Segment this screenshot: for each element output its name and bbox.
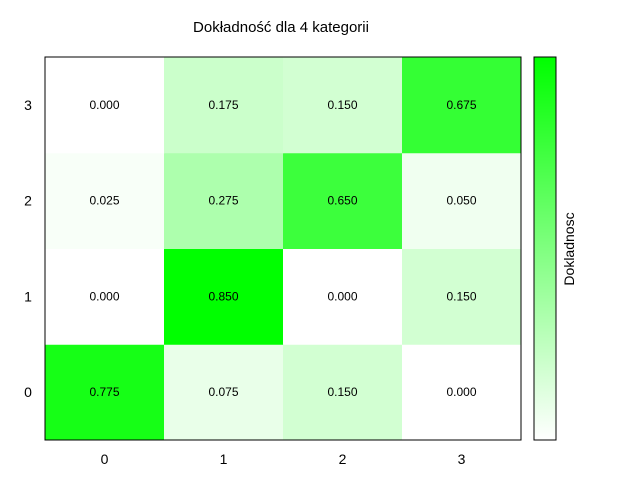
heatmap-cell-r1-c0 [45,248,165,345]
heatmap-cell-r1-c1 [164,248,284,345]
cell-value-label: 0.650 [327,194,357,208]
cell-value-label: 0.000 [89,98,119,112]
cell-value-label: 0.150 [327,98,357,112]
cell-value-label: 0.150 [327,385,357,399]
heatmap-cell-r0-c3 [402,344,522,441]
heatmap-cells: 0.775 0.075 0.150 0.000 0.000 0.850 0.000 0.150… [45,57,522,441]
y-axis-ticks: 0 1 2 3 [24,97,32,400]
y-tick-label: 1 [24,288,32,304]
cell-value-label: 0.000 [89,289,119,303]
cell-value-label: 0.775 [89,385,119,399]
heatmap-cell-r2-c3 [402,152,522,249]
heatmap-cell-r1-c2 [283,248,403,345]
cell-value-label: 0.075 [208,385,238,399]
cell-value-label: 0.000 [446,385,476,399]
cell-value-label: 0.050 [446,194,476,208]
x-tick-label: 2 [339,451,347,467]
colorbar [533,56,557,441]
x-axis-ticks: 0 1 2 3 [101,451,466,467]
colorbar-label: Dokladnosc [561,212,577,285]
heatmap-cell-r2-c2 [283,152,403,249]
heatmap-cell-r3-c1 [164,57,284,154]
heatmap-cell-r1-c3 [402,248,522,345]
y-tick-label: 2 [24,193,32,209]
heatmap-cell-r0-c1 [164,344,284,441]
heatmap-cell-r2-c1 [164,152,284,249]
y-tick-label: 0 [24,384,32,400]
heatmap-cell-r3-c0 [45,57,165,154]
chart-title: Dokładność dla 4 kategorii [193,19,369,36]
heatmap-cell-r0-c0 [45,344,165,441]
x-tick-label: 0 [101,451,109,467]
heatmap-cell-r2-c0 [45,152,165,249]
cell-value-label: 0.025 [89,194,119,208]
heatmap-cell-r3-c2 [283,57,403,154]
x-tick-label: 1 [220,451,228,467]
x-tick-label: 3 [458,451,466,467]
heatmap-cell-r0-c2 [283,344,403,441]
heatmap-cell-r3-c3 [402,57,522,154]
cell-value-label: 0.275 [208,194,238,208]
cell-value-label: 0.675 [446,98,476,112]
cell-value-label: 0.000 [327,289,357,303]
y-tick-label: 3 [24,97,32,113]
cell-value-label: 0.150 [446,289,476,303]
cell-value-label: 0.850 [208,289,238,303]
plot-frame [44,56,522,441]
cell-value-label: 0.175 [208,98,238,112]
